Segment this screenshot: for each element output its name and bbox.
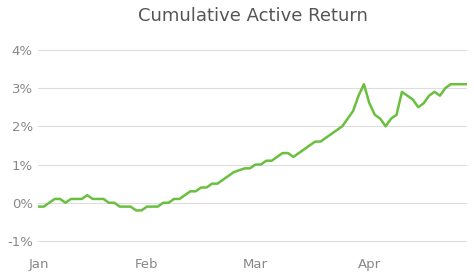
Title: Cumulative Active Return: Cumulative Active Return <box>138 7 368 25</box>
